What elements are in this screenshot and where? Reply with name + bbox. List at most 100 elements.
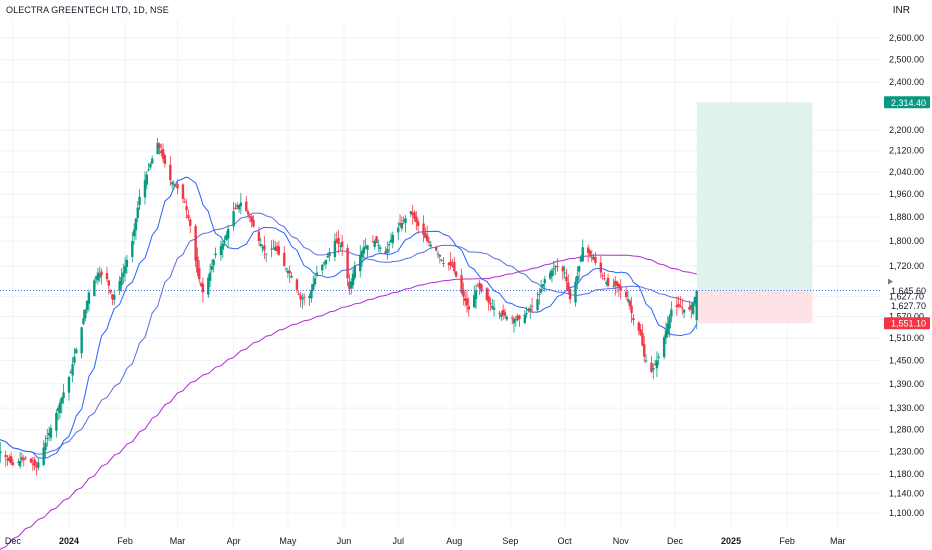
candle bbox=[131, 232, 134, 263]
candle-body bbox=[321, 264, 324, 271]
candle bbox=[576, 266, 579, 290]
x-tick-label: Oct bbox=[558, 536, 573, 546]
candle-body bbox=[411, 213, 414, 215]
candle bbox=[37, 457, 40, 471]
candle-body bbox=[530, 305, 534, 307]
candle bbox=[628, 298, 631, 310]
candle bbox=[275, 242, 279, 254]
candle bbox=[688, 300, 691, 312]
candle-body bbox=[500, 313, 503, 317]
candle-body bbox=[643, 344, 646, 357]
candle bbox=[398, 214, 402, 228]
candle-body bbox=[275, 245, 279, 251]
candle bbox=[377, 239, 380, 252]
candle bbox=[58, 399, 62, 419]
candle bbox=[353, 261, 357, 281]
candle-body bbox=[4, 455, 7, 458]
y-tick-label: 1,720.00 bbox=[889, 261, 924, 271]
candle bbox=[20, 452, 24, 463]
candle bbox=[337, 230, 340, 254]
candle bbox=[312, 275, 315, 292]
candle-body bbox=[223, 241, 226, 243]
candle bbox=[561, 264, 565, 280]
candle-body bbox=[391, 234, 395, 244]
candle bbox=[681, 298, 684, 315]
candle bbox=[245, 196, 248, 212]
target-zone bbox=[696, 102, 813, 291]
candle bbox=[105, 266, 109, 282]
candle-body bbox=[160, 150, 163, 154]
candle-body bbox=[512, 318, 516, 324]
candle-body bbox=[581, 247, 584, 262]
candle-body bbox=[118, 281, 121, 291]
candle bbox=[594, 252, 597, 266]
candle bbox=[308, 293, 311, 307]
candle-body bbox=[577, 266, 581, 272]
y-tick-label: 2,040.00 bbox=[889, 167, 924, 177]
candle bbox=[125, 254, 129, 275]
candle-body bbox=[145, 174, 148, 185]
candle-body bbox=[690, 304, 693, 310]
candle bbox=[650, 356, 653, 374]
candle bbox=[422, 215, 425, 243]
candle-body bbox=[574, 281, 577, 303]
candle bbox=[194, 223, 197, 267]
candle bbox=[449, 252, 452, 270]
candle bbox=[489, 297, 492, 312]
candle-body bbox=[237, 204, 241, 210]
candle bbox=[460, 268, 463, 295]
candle bbox=[226, 225, 230, 248]
candle-body bbox=[427, 241, 431, 243]
candle-body bbox=[151, 158, 154, 164]
candle bbox=[96, 267, 100, 285]
candle-body bbox=[655, 360, 659, 369]
candle bbox=[556, 258, 559, 272]
currency-label: INR bbox=[892, 5, 910, 16]
candle-body bbox=[75, 349, 78, 354]
candle bbox=[644, 354, 648, 363]
candle-body bbox=[366, 245, 369, 250]
candle bbox=[120, 268, 123, 292]
candle bbox=[563, 265, 566, 279]
y-tick-label: 1,330.00 bbox=[889, 403, 924, 413]
candle-body bbox=[277, 246, 281, 255]
candle-body bbox=[0, 451, 2, 454]
candle-body bbox=[491, 306, 494, 309]
candle-body bbox=[605, 282, 608, 284]
moving-averages bbox=[0, 176, 698, 550]
candle bbox=[236, 201, 239, 210]
ma-50-line bbox=[0, 212, 697, 455]
candle-body bbox=[286, 270, 290, 273]
candle bbox=[8, 454, 11, 463]
candle bbox=[82, 309, 85, 326]
candle bbox=[257, 226, 261, 246]
candle bbox=[538, 287, 541, 305]
candle bbox=[682, 309, 686, 319]
candle-body bbox=[615, 281, 619, 286]
candle-body bbox=[681, 307, 684, 309]
candle-body bbox=[349, 281, 353, 289]
candle-body bbox=[187, 214, 190, 219]
candle bbox=[210, 259, 214, 273]
candle bbox=[85, 300, 89, 314]
candle-body bbox=[478, 282, 481, 289]
candle-body bbox=[662, 337, 666, 358]
candle bbox=[442, 257, 445, 268]
candle bbox=[512, 316, 516, 333]
candle bbox=[315, 265, 319, 278]
candle-body bbox=[270, 248, 273, 250]
candle bbox=[679, 296, 682, 308]
candle-body bbox=[55, 413, 58, 431]
candle-body bbox=[498, 312, 501, 314]
candle-body bbox=[386, 248, 389, 253]
candle-body bbox=[169, 164, 172, 181]
candle-body bbox=[236, 205, 239, 207]
candle-body bbox=[435, 247, 438, 251]
candle bbox=[626, 290, 630, 304]
candle-body bbox=[377, 245, 380, 247]
candle bbox=[122, 263, 125, 284]
candle-body bbox=[409, 211, 413, 214]
candle bbox=[80, 326, 83, 359]
candle-body bbox=[62, 392, 65, 399]
